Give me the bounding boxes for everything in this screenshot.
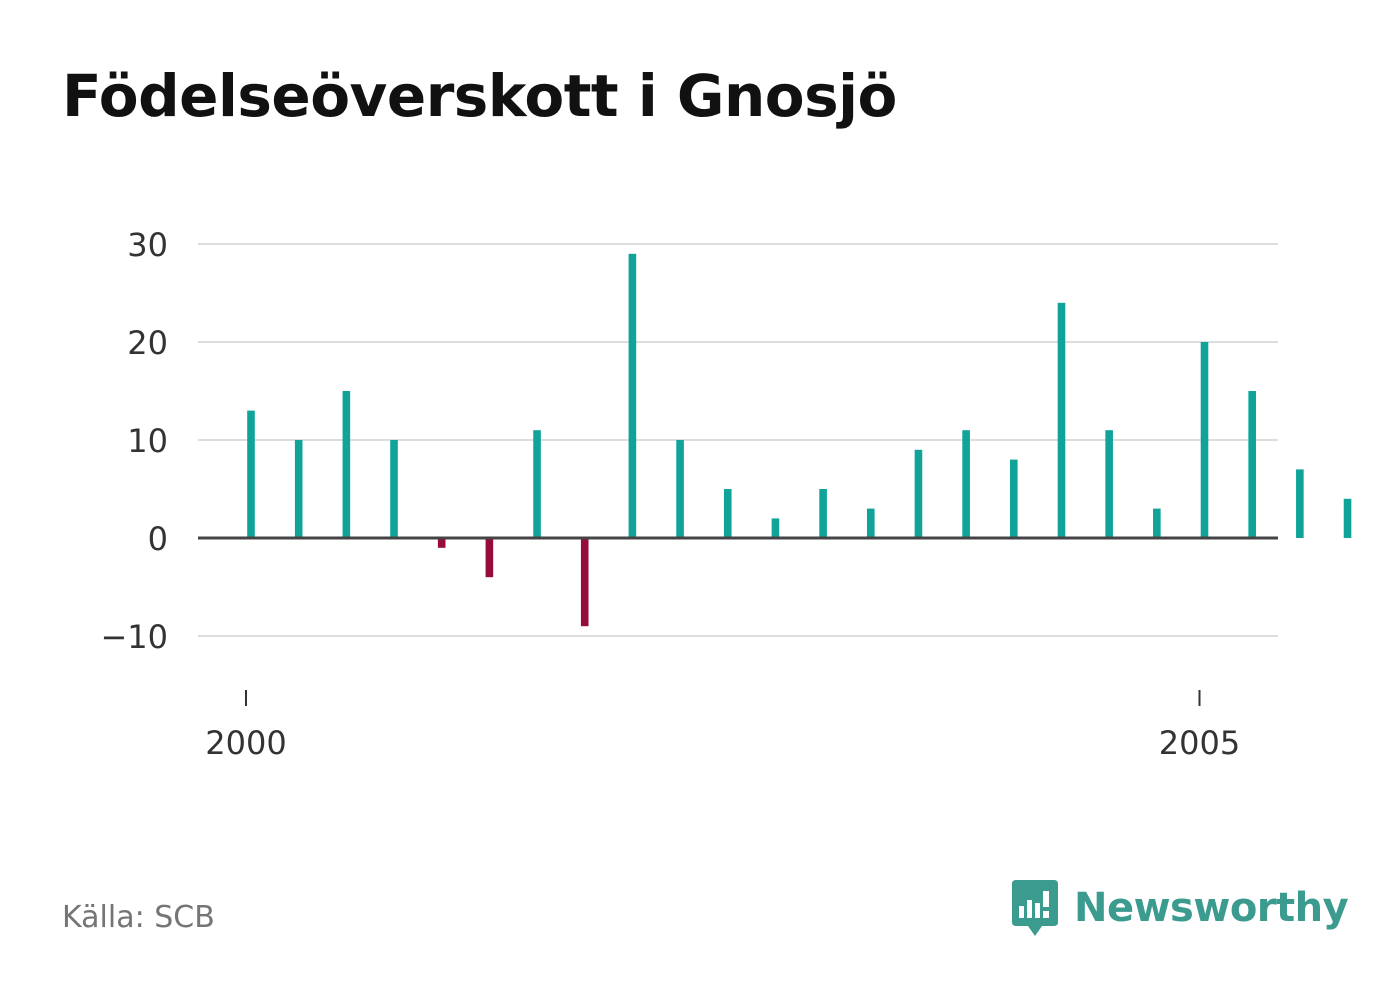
bar [294, 440, 303, 538]
bar [1153, 508, 1161, 538]
bar [533, 430, 541, 538]
y-tick-label: −10 [100, 618, 168, 656]
y-tick-label: 20 [127, 324, 168, 362]
brand-name: Newsworthy [1074, 885, 1349, 931]
gridlines [198, 243, 1278, 637]
brand-logo: Newsworthy [1010, 878, 1349, 938]
bar [1010, 459, 1018, 538]
bar [962, 430, 970, 538]
bar [437, 538, 446, 548]
bar [485, 538, 494, 578]
bar [771, 518, 780, 538]
bar [676, 440, 684, 538]
bar [1343, 498, 1352, 538]
chart-title: Födelseöverskott i Gnosjö [62, 62, 897, 130]
bar [628, 253, 637, 539]
bar [1105, 430, 1113, 538]
bar [1248, 391, 1256, 538]
bar [914, 449, 923, 538]
x-tick-label: 2005 [1159, 724, 1240, 762]
bar [866, 508, 875, 538]
x-axis: 200020052010201520202025 [205, 690, 1240, 762]
bar [342, 391, 351, 538]
bar [1200, 342, 1209, 538]
source-note: Källa: SCB [62, 900, 215, 935]
bar [723, 489, 732, 538]
bar [580, 538, 589, 627]
newsworthy-logo-icon [1012, 880, 1058, 936]
bar [819, 489, 827, 538]
y-axis: −10 0 10 20 30 [100, 226, 168, 656]
bar [390, 440, 398, 538]
bar [1296, 469, 1304, 538]
y-tick-label: 10 [127, 422, 168, 460]
bar [247, 410, 255, 538]
y-tick-label: 0 [148, 520, 168, 558]
bars [247, 253, 1352, 627]
x-tick-label: 2000 [205, 724, 286, 762]
y-tick-label: 30 [127, 226, 168, 264]
bar [1057, 302, 1066, 538]
